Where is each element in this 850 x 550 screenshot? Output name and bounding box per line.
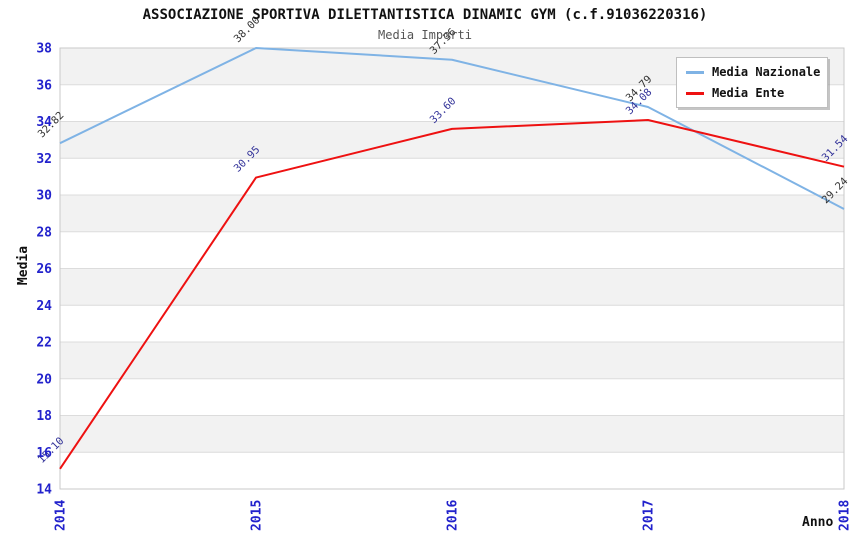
y-tick-label: 30 [36, 189, 52, 204]
y-tick-label: 26 [36, 262, 52, 277]
legend-label: Media Ente [712, 86, 785, 100]
x-tick-label: 2014 [54, 500, 69, 531]
y-tick-label: 28 [36, 225, 52, 240]
legend-swatch-red-line [686, 91, 704, 95]
y-tick-label: 34 [36, 115, 52, 130]
plot-band [60, 415, 844, 453]
legend-label: Media Nazionale [712, 65, 821, 79]
y-tick-label: 14 [36, 483, 52, 498]
x-tick-label: 2018 [838, 500, 850, 531]
chart-title: ASSOCIAZIONE SPORTIVA DILETTANTISTICA DI… [142, 7, 708, 23]
series-line-media-nazionale [59, 47, 845, 210]
plot-border [59, 47, 845, 490]
y-tick-label: 38 [36, 42, 52, 57]
y-tick-label: 36 [36, 78, 52, 93]
x-axis-title: Anno [802, 515, 834, 530]
x-tick-label: 2017 [642, 500, 657, 531]
x-tick-label: 2016 [446, 500, 461, 531]
y-tick-label: 16 [36, 446, 52, 461]
legend-swatch-blue-line [686, 70, 704, 74]
legend-box: Media Nazionale Media Ente [676, 57, 828, 108]
series-line-media-ente [59, 119, 845, 470]
y-tick-label: 32 [36, 152, 52, 167]
y-tick-label: 18 [36, 409, 52, 424]
plot-band [60, 195, 844, 232]
y-tick-label: 20 [36, 372, 52, 387]
legend-item-media-nazionale: Media Nazionale [686, 65, 821, 79]
plot-band [60, 268, 844, 306]
x-tick-label: 2015 [250, 500, 265, 531]
y-tick-label: 22 [36, 336, 52, 351]
plot-band [60, 121, 844, 159]
y-axis-title: Media [16, 245, 32, 286]
plot-band [60, 342, 844, 379]
legend-item-media-ente: Media Ente [686, 86, 818, 100]
chart-subtitle: Media Importi [378, 28, 472, 42]
y-tick-label: 24 [36, 299, 52, 314]
